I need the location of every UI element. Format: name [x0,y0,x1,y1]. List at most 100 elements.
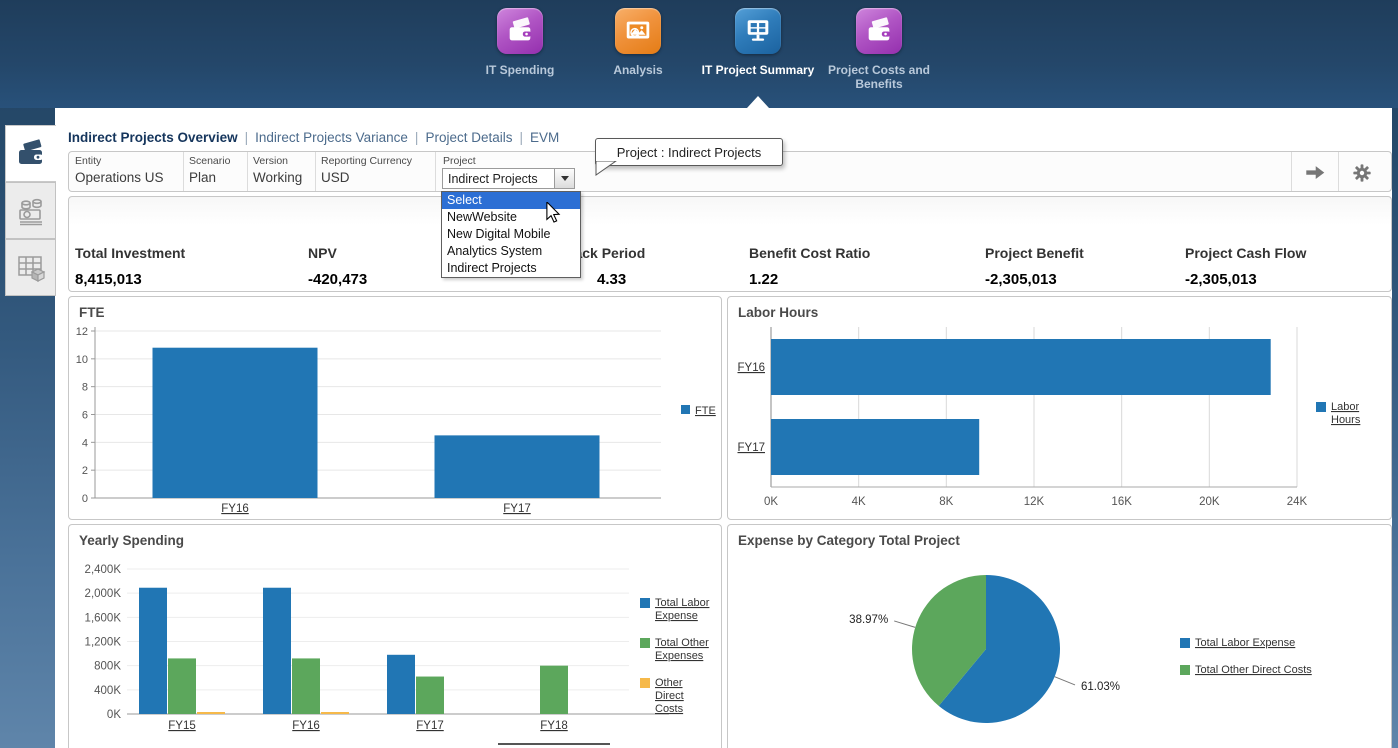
svg-text:4: 4 [82,437,88,449]
run-forward-button[interactable] [1300,159,1328,187]
svg-text:1,600K: 1,600K [85,612,122,624]
yearly-bar-FY15-2[interactable] [197,712,225,714]
kpi-value: -420,473 [308,271,368,288]
yearly-bar-FY16-2[interactable] [321,712,349,714]
dropdown-option-analytics-system[interactable]: Analytics System [447,244,543,258]
pov-separator [315,152,316,191]
app-tab-it-project-summary[interactable]: IT Project Summary [700,8,816,77]
wallet-icon [19,138,43,164]
legend-label[interactable]: Labor [1331,401,1359,413]
kpi-value: -2,305,013 [985,271,1057,288]
tab-indirect-projects-overview[interactable]: Indirect Projects Overview [68,130,238,145]
category-label-FY15[interactable]: FY15 [168,720,196,732]
pie-label-0: 61.03% [1081,681,1120,693]
svg-text:0K: 0K [764,496,778,508]
app-tab-analysis[interactable]: Analysis [580,8,696,77]
svg-text:20K: 20K [1199,496,1220,508]
legend-label[interactable]: Total Other Direct Costs [1195,664,1312,676]
dropdown-option-indirect-projects[interactable]: Indirect Projects [447,261,537,275]
kpi-label: Project Cash Flow [1185,245,1307,261]
svg-text:12K: 12K [1024,496,1045,508]
category-label-FY16[interactable]: FY16 [221,503,249,515]
fte-bar-FY17[interactable] [434,435,600,498]
app-tab-it-spending[interactable]: IT Spending [462,8,578,77]
project-dropdown-value[interactable]: Indirect Projects [442,168,555,189]
yearly-bar-FY17-0[interactable] [387,654,415,714]
sidebar-item-financials[interactable] [5,125,56,182]
yearly-bar-FY16-0[interactable] [263,587,291,714]
expense-category-pie-chart: 61.03% 38.97% Total Labor Expense Total Oth… [728,525,1391,748]
project-dropdown-list: Select NewWebsite New Digital Mobile Ana… [441,191,581,278]
pov-dim-label: Version [253,155,289,167]
legend-swatch [1316,402,1326,412]
svg-text:1,200K: 1,200K [85,637,122,649]
legend-label[interactable]: FTE [695,405,716,417]
category-label-FY17[interactable]: FY17 [503,503,531,515]
svg-text:8: 8 [82,382,88,394]
labor-hours-chart: 0K 4K 8K 12K 16K 20K 24K FY16 FY17 Labor Hours [728,297,1391,524]
legend-swatch [640,638,650,648]
svg-text:2,400K: 2,400K [85,564,122,576]
pie-slice-0[interactable] [938,575,1060,723]
svg-text:0K: 0K [107,709,121,721]
pov-dim-label: Scenario [189,155,231,167]
yearly-bar-FY15-1[interactable] [168,658,196,714]
sidebar-item-analysis[interactable] [5,182,56,239]
svg-text:0: 0 [82,493,88,505]
legend-label[interactable]: Costs [655,703,684,715]
pov-dim-label: Entity [75,155,102,167]
svg-text:12: 12 [76,326,88,338]
dropdown-option-select[interactable]: Select [442,192,580,209]
fte-bar-FY16[interactable] [152,347,318,498]
tab-indirect-projects-variance[interactable]: Indirect Projects Variance [255,130,408,145]
yearly-bar-FY16-1[interactable] [292,658,320,714]
svg-text:10: 10 [76,354,88,366]
app-label: Analysis [613,63,663,77]
category-label-FY17[interactable]: FY17 [738,442,766,454]
tab-separator: | [519,130,523,145]
yearly-bar-FY18-1[interactable] [540,665,568,714]
svg-text:400K: 400K [94,685,121,697]
tab-evm[interactable]: EVM [530,130,560,145]
kpi-label: Benefit Cost Ratio [749,245,871,261]
legend-label[interactable]: Expense [655,610,698,622]
chevron-down-icon [560,176,569,181]
app-tab-project-costs-benefits[interactable]: Project Costs and Benefits [812,8,946,91]
labor-hours-bar-FY16[interactable] [771,339,1271,395]
yearly-bar-FY15-0[interactable] [139,587,167,714]
svg-text:24K: 24K [1287,496,1308,508]
legend-swatch [640,598,650,608]
chart-panel-yearly-spending: Yearly Spending 0K 400K 800K 1,200K 1,600K 2,… [68,524,722,748]
pov-dim-value: Plan [189,170,217,185]
category-label-FY16[interactable]: FY16 [292,720,320,732]
legend-swatch [1180,638,1190,648]
yearly-spending-chart: 0K 400K 800K 1,200K 1,600K 2,000K 2,400K FY15 FY… [69,525,721,748]
yearly-bar-FY17-1[interactable] [416,676,444,714]
category-label-FY18[interactable]: FY18 [540,720,568,732]
legend-label[interactable]: Direct [655,690,684,702]
legend-label[interactable]: Hours [1331,414,1361,426]
legend-label[interactable]: Expenses [655,650,704,662]
legend-label[interactable]: Total Other [655,637,709,649]
kpi-label: NPV [308,245,337,261]
dropdown-option-new-digital-mobile[interactable]: New Digital Mobile [447,227,551,241]
category-label-FY16[interactable]: FY16 [738,362,766,374]
legend-swatch [681,405,690,414]
legend-label[interactable]: Other [655,677,683,689]
legend-label[interactable]: Total Labor [655,597,710,609]
category-label-FY17[interactable]: FY17 [416,720,444,732]
labor-hours-bar-FY17[interactable] [771,419,980,475]
pov-separator [1338,152,1339,191]
pie-slice-1[interactable] [912,575,986,706]
project-dropdown[interactable]: Indirect Projects [442,168,575,189]
project-dropdown-button[interactable] [555,168,575,189]
kpi-value: 4.33 [597,271,627,288]
wallet-icon [497,8,543,54]
sidebar-item-data-grid[interactable] [5,239,56,296]
settings-button[interactable] [1348,159,1376,187]
app-label: IT Spending [485,63,555,77]
app-label: Project Costs and Benefits [827,63,931,91]
legend-label[interactable]: Total Labor Expense [1195,637,1295,649]
dropdown-option-newwebsite[interactable]: NewWebsite [447,210,517,224]
tab-project-details[interactable]: Project Details [425,130,513,145]
